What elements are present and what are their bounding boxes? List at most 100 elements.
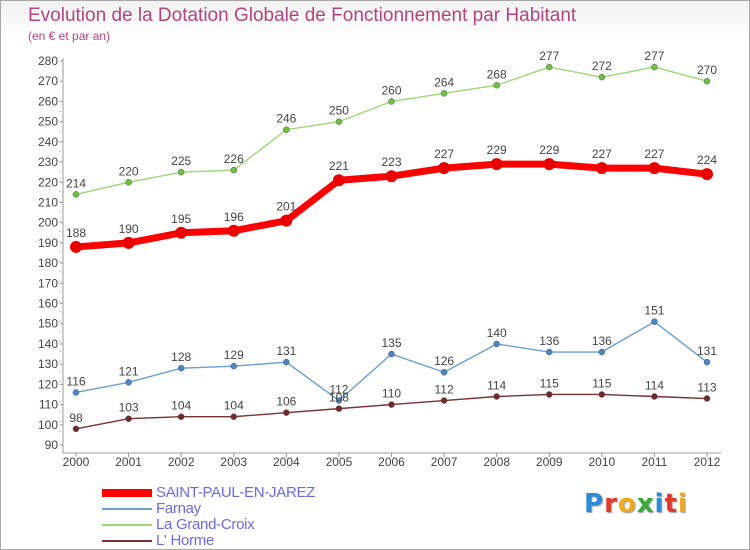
data-label: 277	[539, 49, 559, 63]
data-label: 188	[66, 226, 86, 240]
y-tick-label: 250	[38, 115, 58, 129]
data-point	[438, 162, 451, 175]
data-point	[388, 350, 395, 358]
data-label: 140	[487, 326, 507, 340]
data-point	[546, 63, 553, 71]
data-point	[493, 82, 500, 89]
data-point	[335, 397, 343, 404]
data-point	[598, 348, 606, 356]
legend-label: L' Horme	[156, 532, 214, 549]
y-tick-label: 260	[38, 94, 58, 108]
y-tick-label: 200	[38, 216, 58, 230]
data-point	[125, 379, 132, 386]
x-tick-label: 2000	[63, 455, 90, 469]
data-label: 108	[329, 391, 349, 405]
y-tick-label: 90	[45, 438, 59, 452]
data-label: 227	[434, 147, 454, 161]
legend-swatch	[102, 524, 152, 526]
data-label: 229	[487, 143, 507, 157]
data-label: 220	[119, 164, 139, 178]
data-point	[546, 348, 553, 356]
legend-label: Farnay	[156, 500, 201, 517]
x-tick-label: 2004	[273, 455, 300, 469]
y-tick-label: 220	[38, 175, 58, 189]
data-label: 221	[329, 159, 349, 173]
data-point	[72, 191, 80, 198]
x-tick-label: 2006	[378, 455, 405, 469]
data-point	[177, 364, 185, 372]
data-label: 121	[119, 364, 139, 378]
data-label: 246	[276, 112, 296, 126]
data-point	[283, 358, 290, 366]
data-point	[230, 166, 237, 174]
data-point	[703, 395, 711, 402]
data-label: 277	[644, 49, 664, 63]
x-tick-label: 2005	[326, 455, 353, 469]
logo-letter: o	[617, 489, 637, 519]
data-point	[493, 340, 500, 348]
y-tick-label: 240	[38, 135, 58, 149]
series-la-grand-croix: 214 220 225 226 246 250 260 264 268 277 272 277 270	[66, 49, 717, 198]
data-label: 268	[487, 67, 507, 81]
data-point	[490, 158, 503, 171]
legend-swatch	[102, 489, 152, 497]
data-label: 103	[119, 401, 139, 415]
data-point	[651, 318, 658, 325]
data-point	[227, 224, 240, 237]
x-tick-label: 2002	[168, 455, 195, 469]
data-label: 136	[539, 334, 559, 348]
data-point	[335, 405, 343, 412]
data-point	[440, 397, 448, 404]
data-label: 223	[381, 155, 401, 169]
data-label: 131	[697, 344, 717, 358]
data-point	[283, 409, 290, 416]
x-tick-label: 2012	[694, 455, 721, 469]
logo-letter: t	[664, 489, 678, 519]
data-label: 272	[592, 59, 612, 73]
line-chart: 90 100 110 120 130 140 150 160 170 180 190 200 210 22…	[38, 49, 721, 469]
x-tick-label: 2001	[115, 455, 142, 469]
x-tick-label: 2003	[220, 455, 247, 469]
data-label: 151	[644, 304, 664, 318]
data-label: 114	[487, 378, 506, 392]
series-farnay: 116 121 128 129 131 112 135 126 140 136 136 151 131	[66, 304, 717, 404]
data-label: 98	[69, 411, 83, 425]
y-tick-label: 190	[38, 236, 58, 250]
data-point	[388, 98, 395, 105]
y-tick-label: 230	[38, 155, 58, 169]
data-point	[230, 413, 237, 420]
data-label: 260	[381, 83, 401, 97]
data-point	[651, 393, 658, 400]
data-point	[440, 90, 448, 97]
data-point	[385, 170, 398, 183]
data-point	[72, 389, 80, 396]
y-tick-label: 160	[38, 297, 58, 311]
data-point	[546, 391, 553, 398]
legend-swatch	[102, 508, 152, 510]
data-label: 227	[644, 147, 664, 161]
y-tick-label: 120	[38, 377, 58, 391]
y-tick-label: 280	[38, 54, 58, 68]
data-point	[332, 174, 345, 187]
series-l-horme: 98 103 104 104 106 108 110 112 114 115 115 114 113	[69, 376, 717, 433]
chart-subtitle: (en € et par an)	[28, 29, 111, 43]
y-tick-label: 130	[38, 357, 58, 371]
legend-label: La Grand-Croix	[156, 516, 255, 533]
data-point	[703, 358, 711, 366]
data-label: 112	[329, 383, 348, 397]
data-label: 214	[66, 176, 86, 190]
data-label: 201	[276, 200, 296, 214]
logo-letter: i	[654, 489, 665, 519]
y-tick-label: 100	[38, 418, 58, 432]
data-label: 190	[119, 222, 139, 236]
x-tick-label: 2010	[588, 455, 615, 469]
data-label: 226	[224, 152, 244, 166]
data-label: 104	[171, 399, 191, 413]
y-tick-label: 110	[39, 398, 58, 412]
data-point	[701, 168, 713, 181]
x-tick-label: 2011	[642, 455, 668, 469]
data-label: 250	[329, 104, 349, 118]
data-label: 128	[171, 350, 191, 364]
data-label: 195	[171, 212, 191, 226]
data-point	[70, 240, 82, 253]
